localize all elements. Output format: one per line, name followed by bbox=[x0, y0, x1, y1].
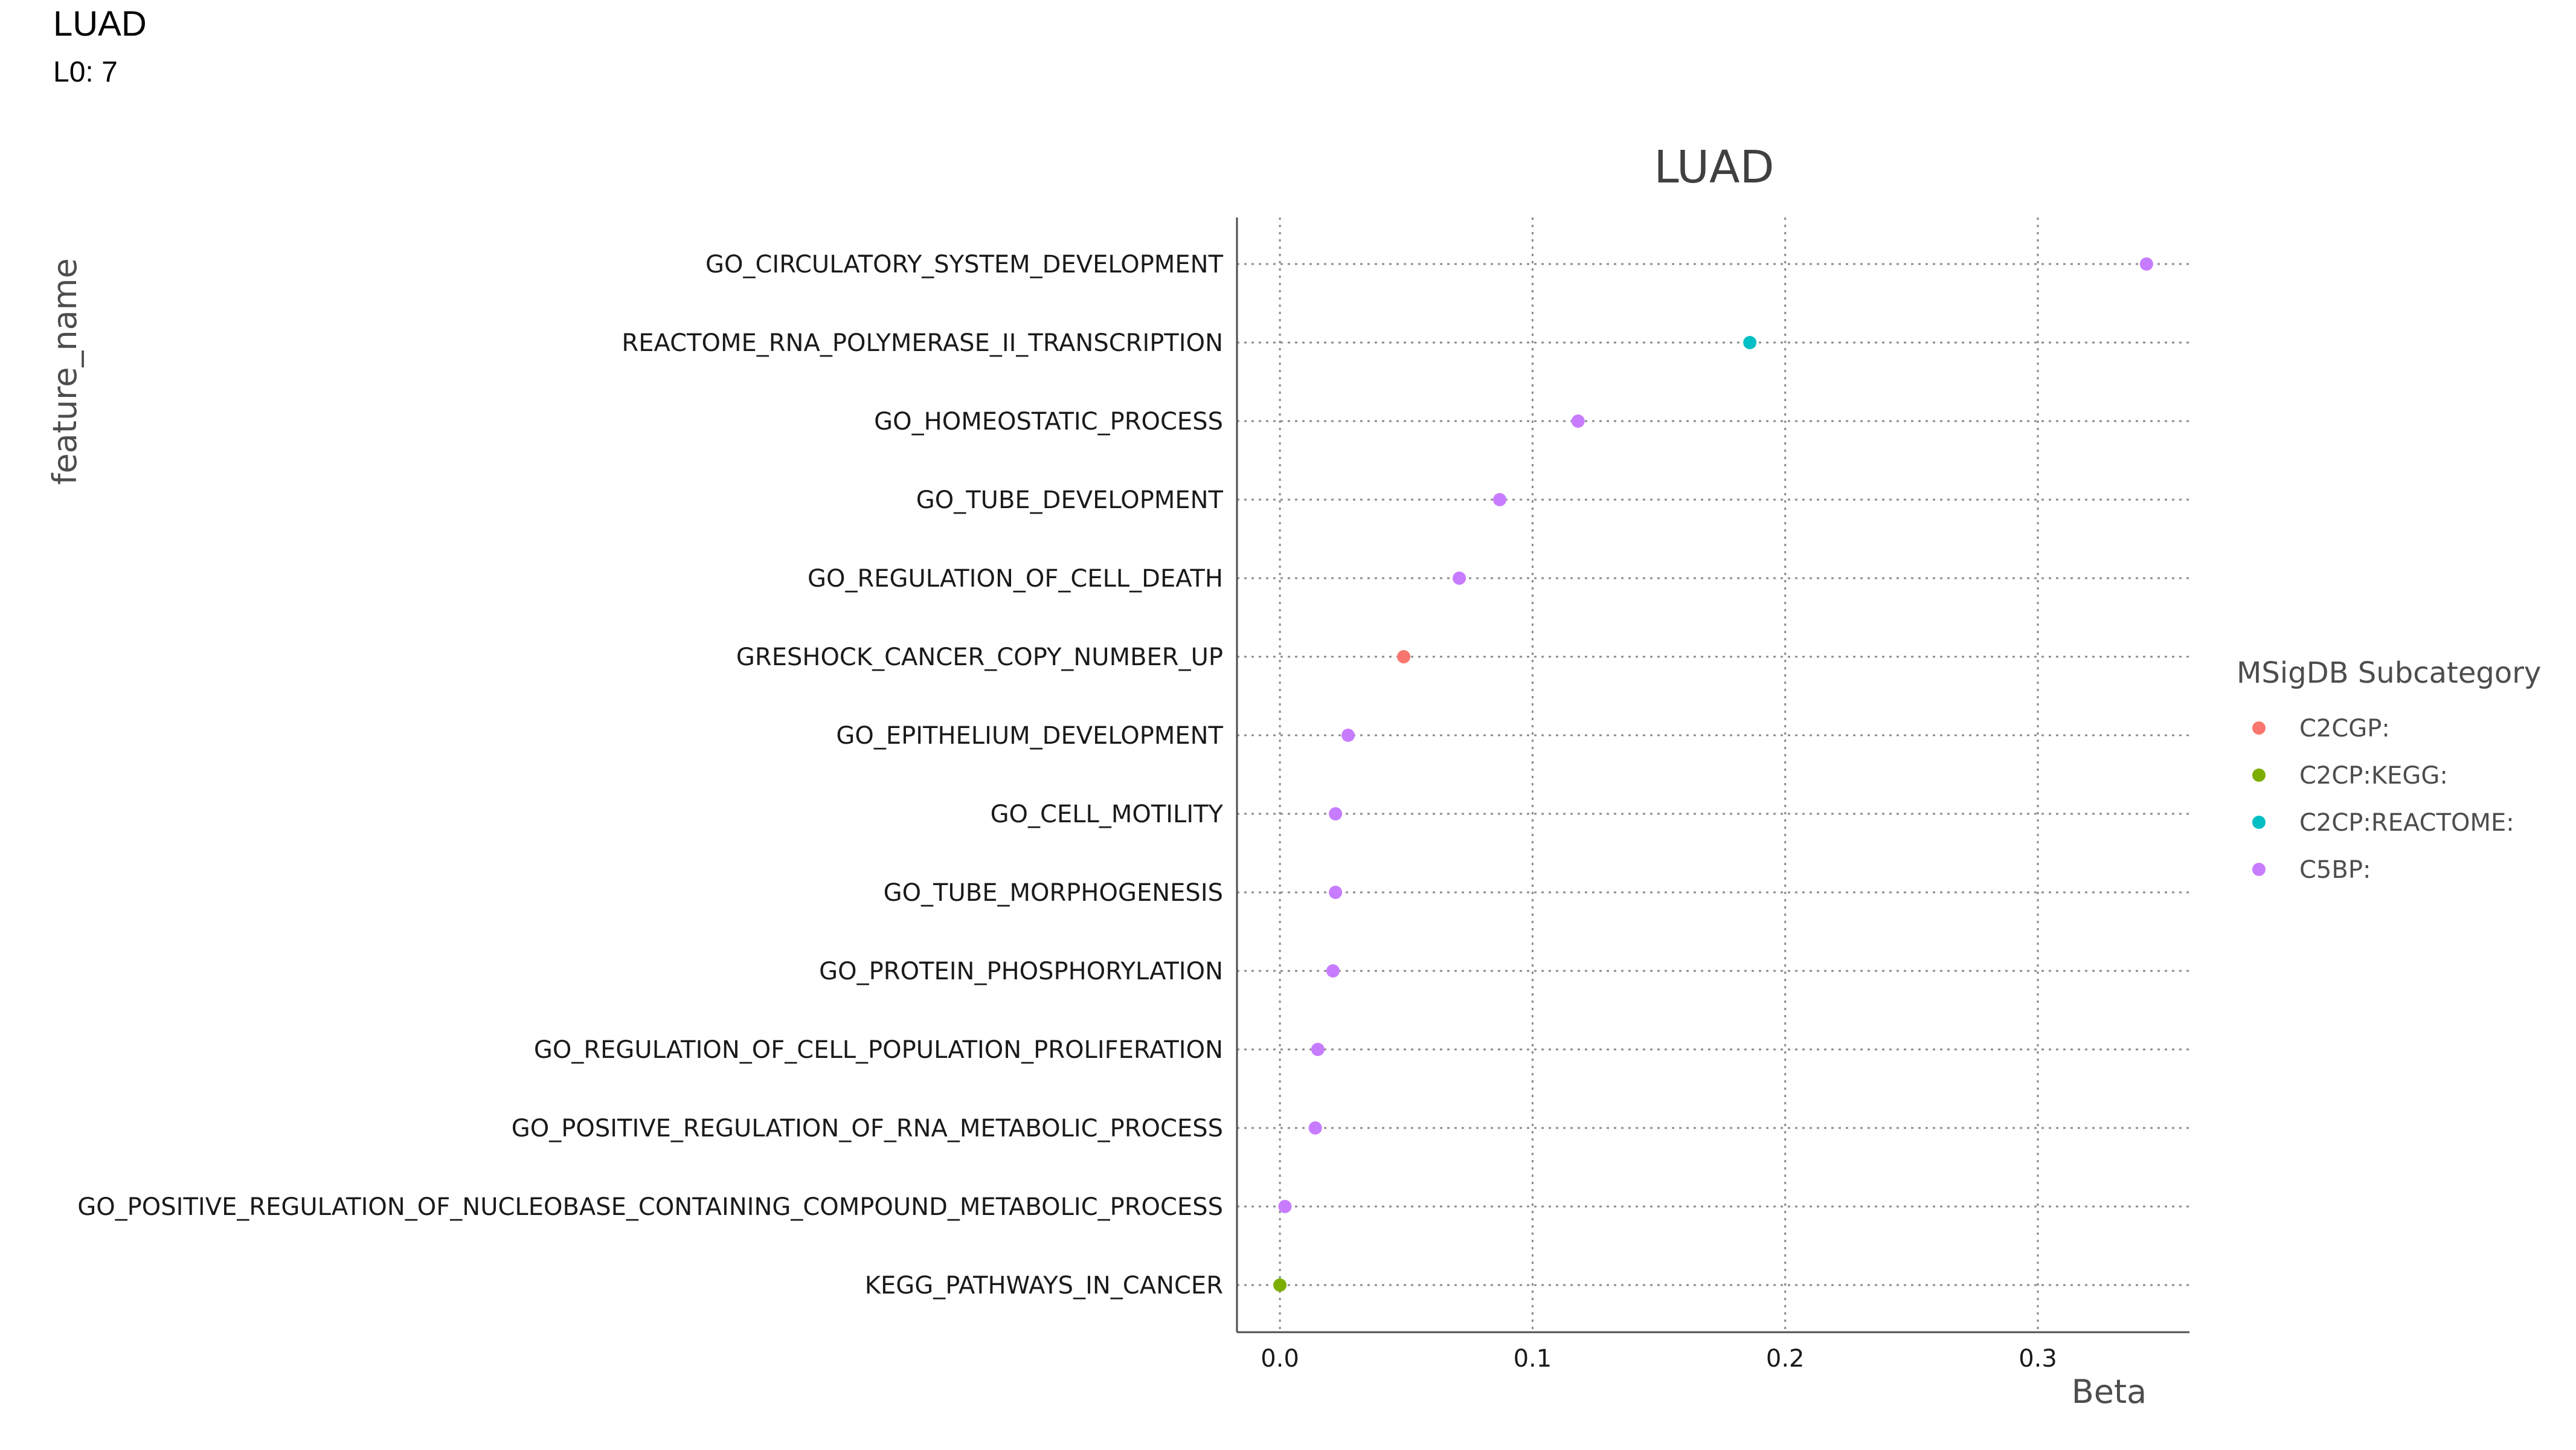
x-tick-label: 0.1 bbox=[1514, 1345, 1552, 1373]
x-tick-label: 0.2 bbox=[1766, 1345, 1805, 1373]
legend-key bbox=[2252, 768, 2266, 782]
grid-lines bbox=[1237, 218, 2189, 1332]
data-point bbox=[1341, 729, 1355, 742]
y-tick-labels: GO_CIRCULATORY_SYSTEM_DEVELOPMENT REACTOM… bbox=[77, 251, 1223, 1300]
y-tick-label: GRESHOCK_CANCER_COPY_NUMBER_UP bbox=[736, 643, 1223, 671]
y-tick-label: GO_TUBE_DEVELOPMENT bbox=[916, 486, 1224, 514]
page-subtitle: L0: 7 bbox=[53, 56, 118, 88]
legend-label: C2CGP: bbox=[2299, 715, 2390, 743]
data-point bbox=[1308, 1121, 1322, 1135]
legend-key bbox=[2252, 816, 2266, 829]
x-axis-title: Beta bbox=[2072, 1373, 2147, 1411]
y-tick-label: GO_PROTEIN_PHOSPHORYLATION bbox=[819, 958, 1223, 985]
data-point bbox=[2139, 257, 2153, 271]
data-point bbox=[1329, 807, 1343, 820]
data-point bbox=[1453, 572, 1466, 585]
y-tick-label: GO_REGULATION_OF_CELL_POPULATION_PROLIFE… bbox=[534, 1036, 1223, 1064]
legend-label: C2CP:REACTOME: bbox=[2299, 809, 2514, 837]
y-tick-label: KEGG_PATHWAYS_IN_CANCER bbox=[865, 1272, 1223, 1300]
x-tick-labels: 0.0 0.1 0.2 0.3 bbox=[1261, 1345, 2057, 1373]
y-tick-label: GO_POSITIVE_REGULATION_OF_RNA_METABOLIC_… bbox=[512, 1115, 1223, 1142]
legend: MSigDB Subcategory C2CGP: C2CP:KEGG: C2CP:… bbox=[2237, 656, 2541, 884]
data-point bbox=[1278, 1200, 1292, 1213]
data-point bbox=[1311, 1043, 1325, 1056]
y-tick-label: GO_EPITHELIUM_DEVELOPMENT bbox=[836, 722, 1223, 750]
data-point bbox=[1493, 493, 1507, 506]
x-tick-label: 0.0 bbox=[1261, 1345, 1299, 1373]
y-tick-label: GO_HOMEOSTATIC_PROCESS bbox=[874, 408, 1223, 436]
data-point bbox=[1273, 1278, 1287, 1292]
y-axis-title: feature_name bbox=[46, 258, 84, 485]
y-tick-label: GO_CIRCULATORY_SYSTEM_DEVELOPMENT bbox=[705, 251, 1224, 279]
axes bbox=[1236, 218, 2189, 1333]
legend-items: C2CGP: C2CP:KEGG: C2CP:REACTOME: C5BP: bbox=[2252, 715, 2514, 884]
legend-key bbox=[2252, 863, 2266, 876]
y-tick-label: GO_REGULATION_OF_CELL_DEATH bbox=[808, 565, 1223, 593]
legend-label: C2CP:KEGG: bbox=[2299, 762, 2448, 790]
data-point bbox=[1571, 414, 1585, 428]
legend-key bbox=[2252, 721, 2266, 735]
legend-label: C5BP: bbox=[2299, 856, 2371, 884]
data-point bbox=[1397, 650, 1411, 663]
data-point bbox=[1743, 336, 1757, 349]
data-points bbox=[1273, 257, 2153, 1292]
y-tick-label: REACTOME_RNA_POLYMERASE_II_TRANSCRIPTION bbox=[622, 329, 1223, 357]
x-tick-label: 0.3 bbox=[2019, 1345, 2057, 1373]
y-tick-label: GO_POSITIVE_REGULATION_OF_NUCLEOBASE_CON… bbox=[77, 1193, 1223, 1221]
chart-title: LUAD bbox=[1654, 141, 1774, 193]
data-point bbox=[1326, 964, 1340, 978]
y-tick-label: GO_CELL_MOTILITY bbox=[991, 801, 1224, 828]
data-point bbox=[1329, 886, 1343, 899]
legend-title: MSigDB Subcategory bbox=[2237, 656, 2541, 690]
y-tick-label: GO_TUBE_MORPHOGENESIS bbox=[884, 879, 1223, 907]
page-title: LUAD bbox=[53, 4, 147, 44]
